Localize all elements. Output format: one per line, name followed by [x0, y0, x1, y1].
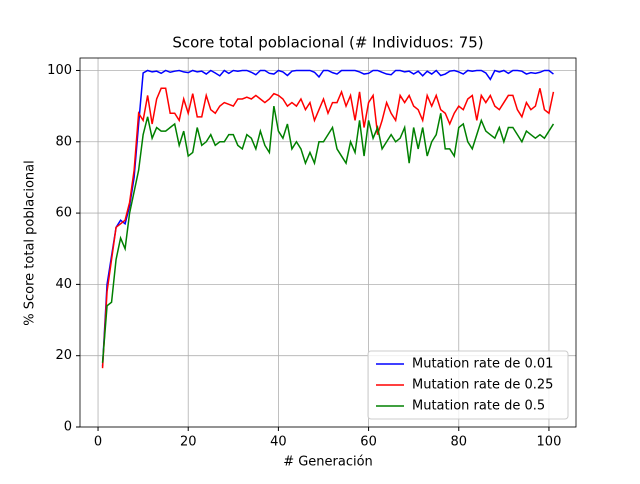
x-tick-label: 80	[450, 435, 467, 450]
y-tick-label: 0	[64, 420, 72, 435]
y-tick-label: 20	[55, 348, 72, 363]
axes-frame	[79, 57, 577, 428]
x-tick-label: 20	[180, 435, 197, 450]
legend-label: Mutation rate de 0.25	[412, 378, 553, 393]
x-tick-label: 40	[270, 435, 287, 450]
line	[101, 87, 555, 369]
chart-title: Score total poblacional (# Individuos: 7…	[172, 34, 483, 52]
x-axis-label: # Generación	[283, 455, 373, 470]
legend-label: Mutation rate de 0.01	[412, 357, 553, 372]
x-tick-label: 60	[360, 435, 377, 450]
y-tick-label: 60	[55, 206, 72, 221]
y-tick-label: 80	[55, 134, 72, 149]
y-tick-label: 100	[47, 63, 72, 78]
y-axis-label: % Score total poblacional	[23, 160, 38, 325]
x-tick-label: 100	[537, 435, 562, 450]
legend-label: Mutation rate de 0.5	[412, 399, 545, 414]
line	[101, 69, 554, 367]
y-tick-label: 40	[55, 277, 72, 292]
legend-box	[367, 350, 569, 420]
x-tick-label: 0	[94, 435, 102, 450]
line	[101, 105, 555, 363]
